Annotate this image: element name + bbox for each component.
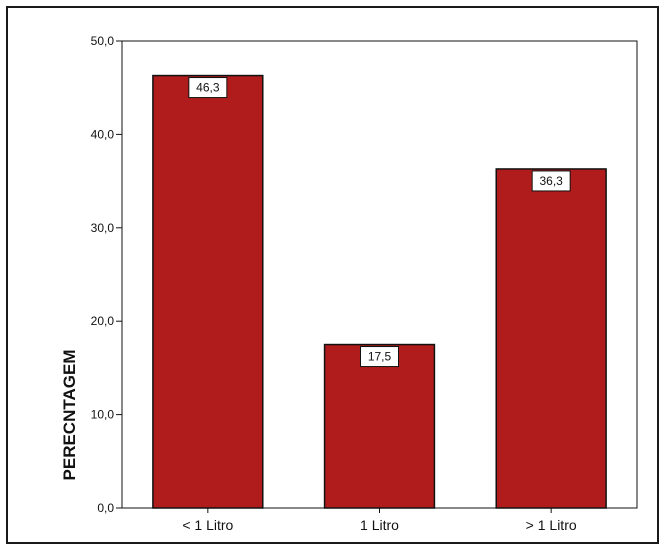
data-label-box [360, 346, 399, 368]
y-tick-label: 50,0 [91, 34, 115, 48]
x-tick-label: > 1 Litro [526, 517, 577, 533]
data-label: 46,3 [196, 81, 220, 95]
x-tick-label: < 1 Litro [182, 517, 233, 533]
bar [495, 168, 607, 509]
data-label-box [188, 77, 228, 99]
data-label-box [531, 170, 571, 192]
y-tick-label: 0,0 [97, 501, 114, 515]
y-tick-label: 10,0 [91, 408, 115, 422]
x-tick-label: 1 Litro [360, 517, 399, 533]
data-label: 17,5 [368, 350, 392, 364]
data-label: 36,3 [539, 174, 563, 188]
y-tick-label: 20,0 [91, 314, 115, 328]
y-axis-label: PERECNTAGEM [60, 350, 79, 481]
y-tick-label: 30,0 [91, 221, 115, 235]
bar [323, 343, 436, 509]
bar [152, 74, 264, 509]
y-tick-label: 40,0 [91, 127, 115, 141]
